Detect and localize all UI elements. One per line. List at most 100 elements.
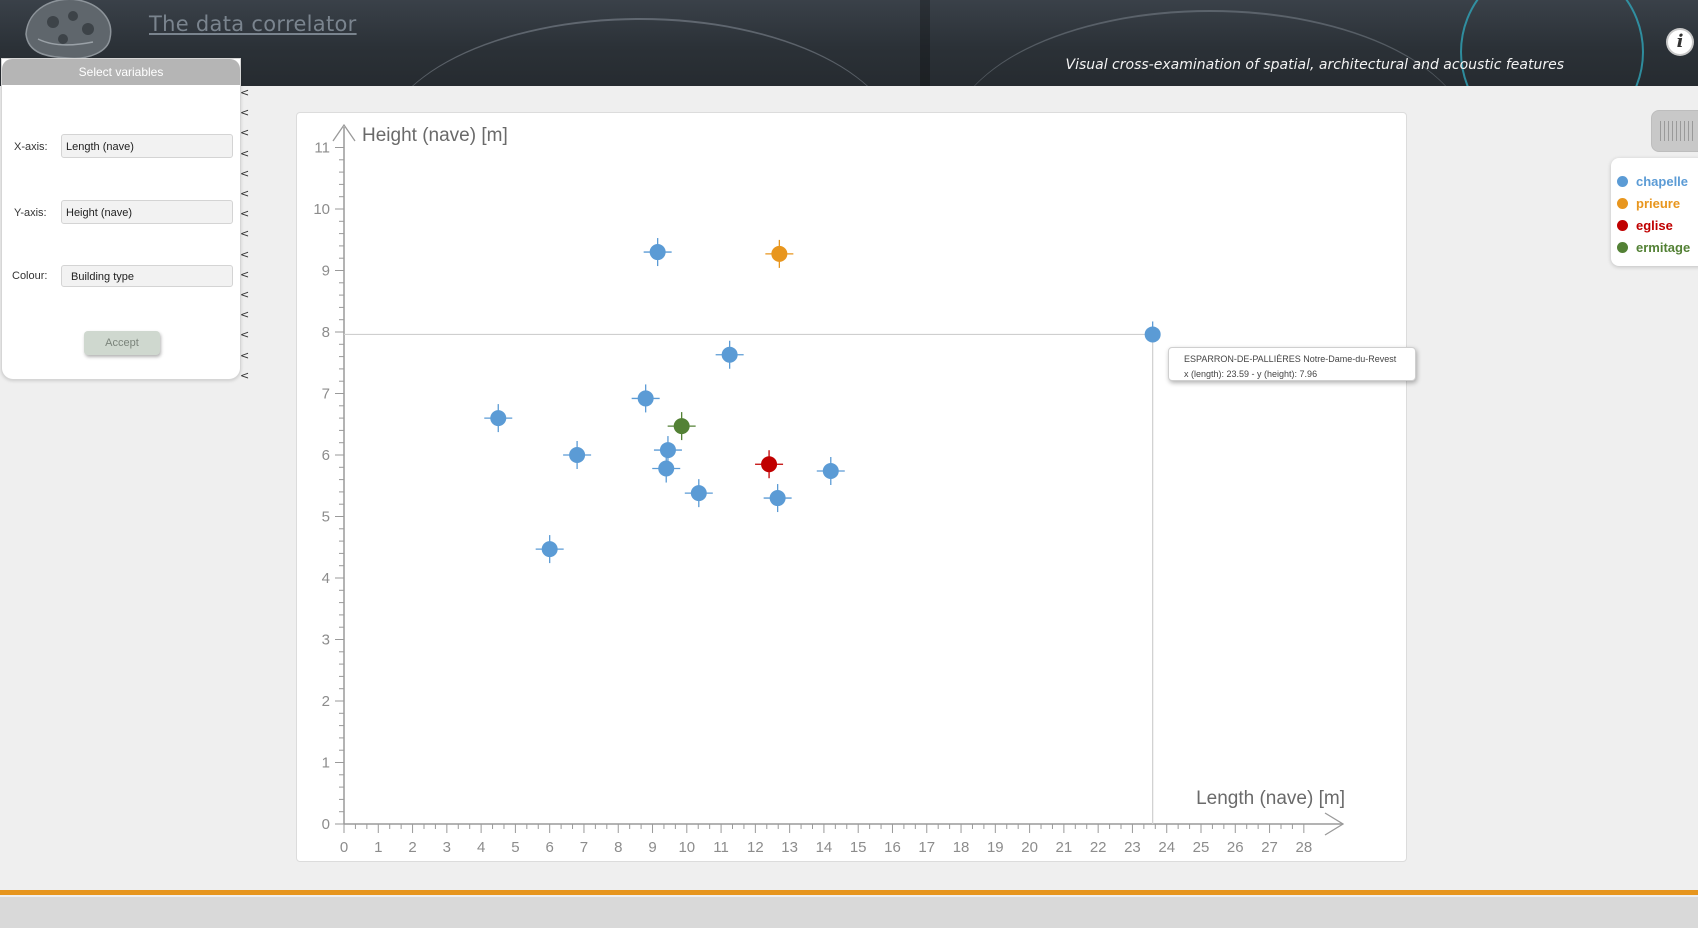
x-tick-label: 27 — [1261, 839, 1278, 856]
collapse-arrow-icon: < — [240, 227, 250, 241]
point-mark — [569, 447, 586, 463]
chart-area: 0 1 2 3 4 5 6 7 8 9 10 11 12 13 14 15 16 17 18 19 20 21 22 23 24… — [296, 112, 1407, 862]
legend-item-chapelle[interactable]: chapelle — [1611, 170, 1698, 192]
accept-button[interactable]: Accept — [84, 331, 160, 355]
banner-decoration — [950, 10, 1470, 86]
data-point-chapelle[interactable] — [1144, 321, 1161, 343]
header-banner: The data correlator Visual cross-examina… — [0, 0, 1698, 86]
colour-select[interactable]: Building type — [61, 265, 233, 287]
point-mark — [659, 442, 676, 459]
legend-label: prieure — [1636, 195, 1681, 211]
legend-dot-icon — [1617, 219, 1628, 231]
collapse-arrow-icon: < — [240, 247, 250, 261]
banner-decoration — [1460, 0, 1644, 86]
y-tick-label: 7 — [322, 386, 330, 403]
data-point-chapelle[interactable] — [715, 340, 744, 369]
y-tick-label: 4 — [322, 570, 330, 587]
x-tick-label: 18 — [953, 839, 970, 856]
data-point-eglise[interactable] — [755, 450, 784, 479]
y-tick-label: 1 — [322, 755, 330, 772]
x-tick-label: 3 — [443, 839, 451, 856]
x-axis-title: Length (nave) [m] — [1196, 788, 1345, 809]
y-axis-title: Height (nave) [m] — [362, 125, 508, 146]
point-mark — [490, 410, 507, 427]
x-tick-label: 2 — [408, 839, 416, 856]
footer-accent-line — [0, 890, 1698, 895]
x-axis-select[interactable]: Length (nave) — [61, 134, 233, 158]
data-point-ermitage[interactable] — [667, 412, 696, 441]
data-point-chapelle[interactable] — [652, 454, 681, 483]
collapse-arrow-icon: < — [240, 146, 250, 160]
point-mark — [771, 245, 788, 262]
legend-toggle-icon — [1660, 121, 1696, 141]
legend-label: chapelle — [1636, 173, 1689, 189]
collapse-arrow-icon: < — [240, 368, 250, 382]
x-tick-label: 21 — [1056, 839, 1073, 856]
banner-decoration — [920, 0, 930, 86]
collapse-arrow-icon: < — [240, 86, 250, 99]
legend-toggle-button[interactable] — [1651, 110, 1698, 152]
panel-collapse-handle[interactable]: < < < < < < < < < < < < < < < — [240, 86, 250, 382]
collapse-arrow-icon: < — [240, 166, 250, 180]
point-mark — [721, 346, 738, 363]
legend-item-ermitage[interactable]: ermitage — [1611, 236, 1698, 258]
x-tick-label: 16 — [884, 839, 901, 856]
data-point-chapelle[interactable] — [631, 384, 660, 413]
data-point-prieure[interactable] — [765, 239, 794, 268]
x-tick-label: 23 — [1124, 839, 1141, 856]
y-axis-arrow — [332, 123, 356, 142]
panel-title: Select variables — [2, 59, 240, 85]
point-mark — [541, 541, 558, 558]
x-tick-label: 17 — [918, 839, 935, 856]
x-tick-label: 19 — [987, 839, 1004, 856]
data-point-chapelle[interactable] — [816, 456, 845, 485]
point-mark — [1144, 326, 1161, 343]
app-title[interactable]: The data correlator — [149, 12, 357, 36]
data-point-chapelle[interactable] — [535, 535, 564, 564]
point-mark — [673, 418, 690, 435]
point-mark — [649, 244, 666, 261]
y-axis-label: Y-axis: — [14, 207, 47, 219]
data-point-chapelle[interactable] — [684, 479, 713, 508]
legend-dot-icon — [1617, 197, 1628, 209]
y-tick-label: 6 — [322, 447, 330, 464]
point-mark — [769, 490, 786, 507]
data-point-chapelle[interactable] — [484, 404, 513, 433]
logo-icon — [25, 0, 112, 60]
data-point-chapelle[interactable] — [643, 238, 672, 267]
collapse-arrow-icon: < — [240, 288, 250, 302]
data-point-chapelle[interactable] — [563, 441, 592, 469]
y-tick-label: 8 — [322, 324, 330, 341]
y-tick-label: 0 — [322, 816, 330, 833]
x-tick-label: 14 — [816, 839, 833, 856]
collapse-arrow-icon: < — [240, 187, 250, 201]
x-tick-label: 4 — [477, 839, 485, 856]
colour-label: Colour: — [12, 270, 48, 282]
collapse-arrow-icon: < — [240, 106, 250, 120]
legend-dot-icon — [1617, 241, 1628, 253]
collapse-arrow-icon: < — [240, 308, 250, 322]
x-tick-label: 8 — [614, 839, 622, 856]
x-tick-label: 25 — [1193, 839, 1210, 856]
legend-label: eglise — [1636, 217, 1673, 233]
x-tick-label: 1 — [374, 839, 382, 856]
x-tick-label: 11 — [713, 839, 729, 856]
x-tick-label: 26 — [1227, 839, 1244, 856]
legend-item-eglise[interactable]: eglise — [1611, 214, 1698, 236]
x-tick-label: 7 — [580, 839, 588, 856]
x-tick-label: 6 — [546, 839, 554, 856]
info-icon[interactable]: i — [1668, 30, 1692, 54]
y-tick-label: 11 — [314, 140, 330, 157]
x-tick-label: 28 — [1295, 839, 1312, 856]
tooltip-values: x (length): 23.59 - y (height): 7.96 — [1184, 369, 1318, 379]
x-tick-label: 20 — [1021, 839, 1038, 856]
data-point-chapelle[interactable] — [763, 484, 792, 513]
legend-item-prieure[interactable]: prieure — [1611, 192, 1698, 214]
y-tick-label: 2 — [322, 693, 330, 710]
data-point-chapelle[interactable] — [653, 436, 682, 465]
y-axis-select[interactable]: Height (nave) — [61, 200, 233, 224]
point-mark — [761, 456, 778, 473]
x-tick-label: 12 — [747, 839, 764, 856]
collapse-arrow-icon: < — [240, 207, 250, 221]
x-axis-label: X-axis: — [14, 141, 48, 153]
